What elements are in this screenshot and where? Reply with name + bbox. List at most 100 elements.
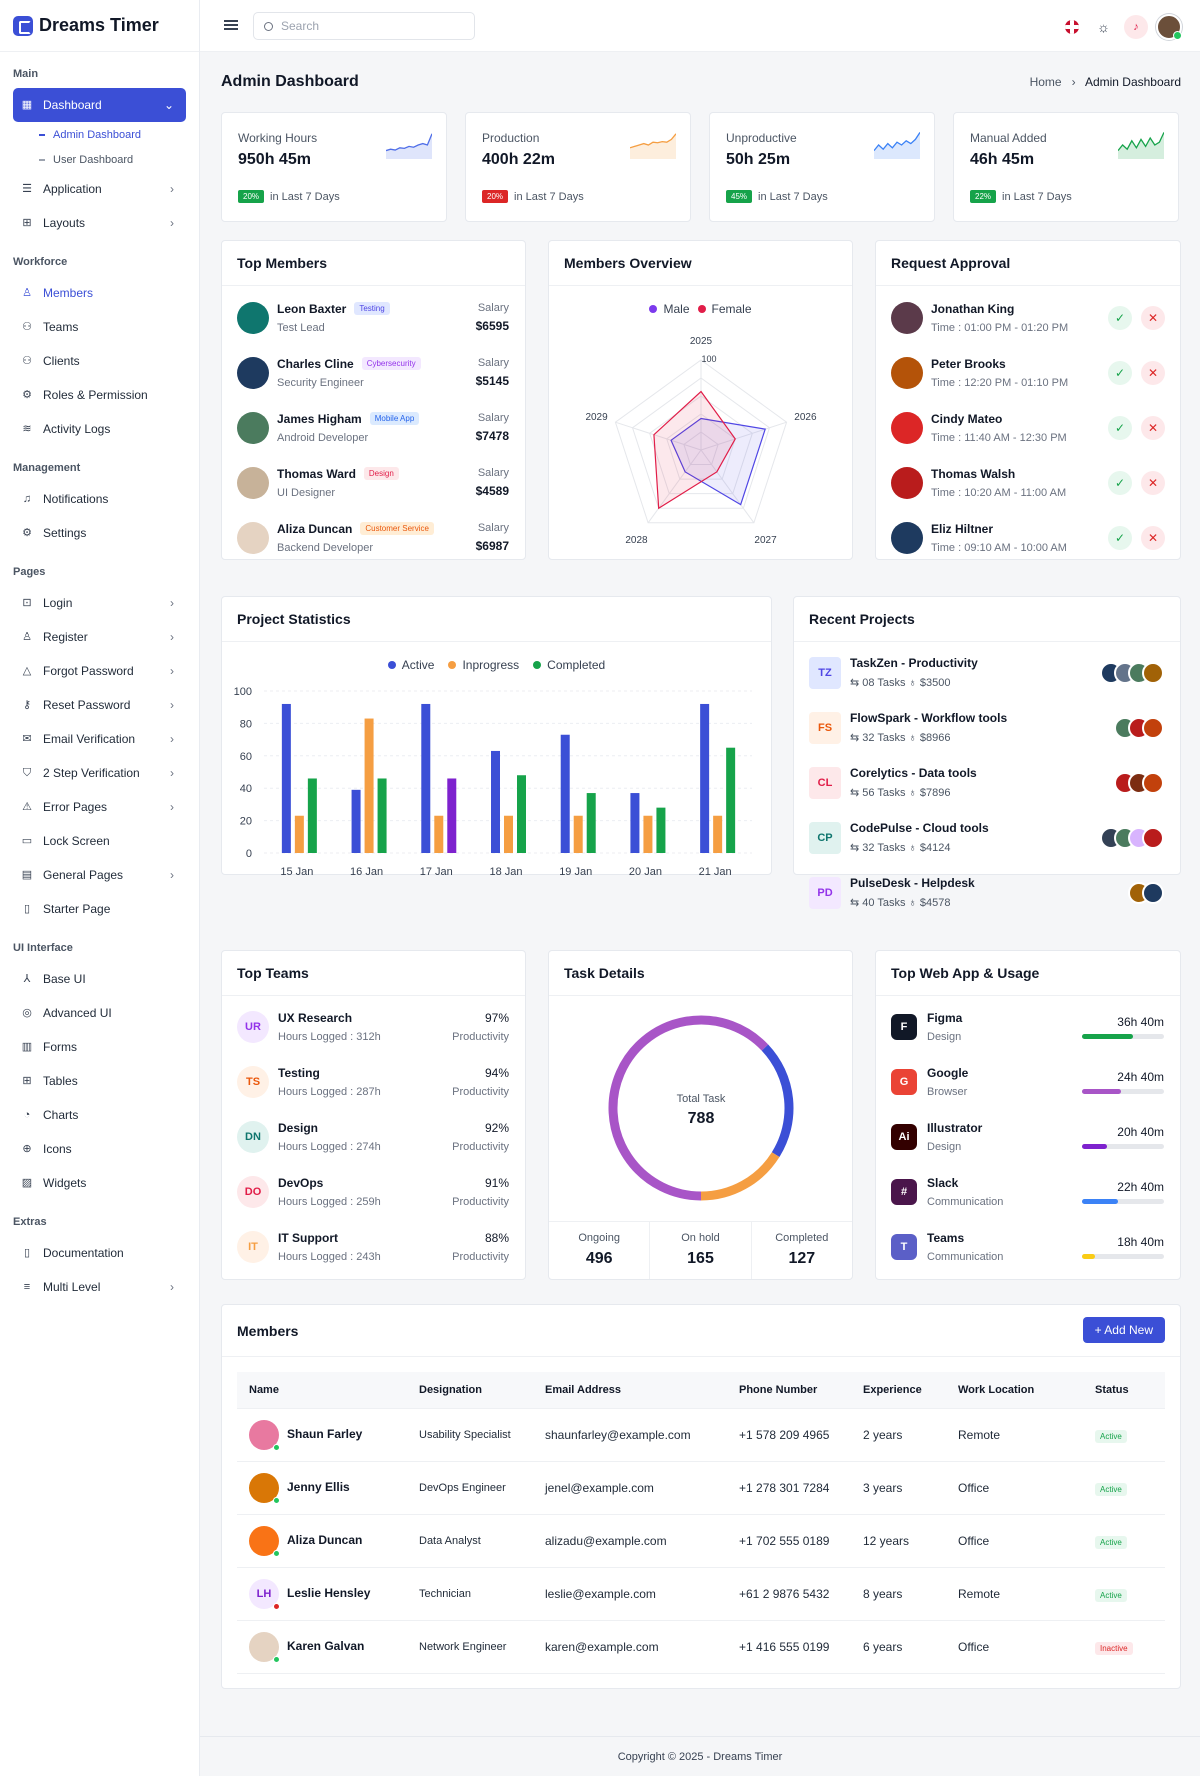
donut-center-value: 788 xyxy=(688,1110,715,1127)
member-tag: Design xyxy=(363,467,399,480)
table-header: Experience xyxy=(863,1372,958,1409)
member-row[interactable]: Aliza Duncan Customer Service Backend Deve… xyxy=(222,510,525,565)
menu-icon: ≡ xyxy=(23,1281,31,1293)
project-row[interactable]: CL Corelytics - Data tools ⇆ 56 Tasks ♁ $7… xyxy=(794,755,1180,810)
project-row[interactable]: CP CodePulse - Cloud tools ⇆ 32 Tasks ♁ $4… xyxy=(794,810,1180,865)
sidebar-item-base-ui[interactable]: ⅄ Base UI xyxy=(13,962,186,996)
reject-close-icon[interactable]: ✕ xyxy=(1141,360,1165,385)
sidebar-item-email-verification[interactable]: ✉ Email Verification › xyxy=(13,722,186,756)
team-row[interactable]: DO DevOps Hours Logged : 259h 91% Productivi… xyxy=(222,1164,525,1219)
web-app-row[interactable]: F Figma Design 36h 40m xyxy=(876,999,1180,1054)
brand-logo[interactable]: Dreams Timer xyxy=(0,0,199,52)
bar-inprogress xyxy=(573,815,583,853)
legend-label: Inprogress xyxy=(462,658,520,672)
project-statistics-card: Project Statistics Active Inprogress Compl… xyxy=(221,596,772,878)
sidebar-item-members[interactable]: ♙ Members xyxy=(13,276,186,310)
bar-completed xyxy=(307,778,317,853)
reject-close-icon[interactable]: ✕ xyxy=(1141,305,1165,330)
sidebar-item-advanced-ui[interactable]: ◎ Advanced UI xyxy=(13,996,186,1030)
sidebar-item-register[interactable]: ♙ Register › xyxy=(13,620,186,654)
member-name: Karen Galvan xyxy=(287,1638,365,1653)
sidebar-item-forgot-password[interactable]: △ Forgot Password › xyxy=(13,654,186,688)
approve-check-icon[interactable]: ✓ xyxy=(1108,305,1132,330)
sidebar-item-lock-screen[interactable]: ▭ Lock Screen xyxy=(13,824,186,858)
project-amount: $4578 xyxy=(919,897,951,909)
sidebar-item-layouts[interactable]: ⊞ Layouts › xyxy=(13,206,186,240)
table-row[interactable]: Jenny Ellis DevOps Engineer jenel@example.… xyxy=(237,1461,1165,1515)
web-app-row[interactable]: Ai Illustrator Design 20h 40m xyxy=(876,1109,1180,1164)
web-app-row[interactable]: G Google Browser 24h 40m xyxy=(876,1054,1180,1109)
sidebar-item-widgets[interactable]: ▨ Widgets xyxy=(13,1166,186,1200)
sidebar-item-clients[interactable]: ⚇ Clients xyxy=(13,344,186,378)
team-row[interactable]: TS Testing Hours Logged : 287h 94% Productiv… xyxy=(222,1054,525,1109)
sidebar-item-application[interactable]: ☰ Application › xyxy=(13,172,186,206)
reject-close-icon[interactable]: ✕ xyxy=(1141,525,1165,550)
sidebar-item-error-pages[interactable]: ⚠ Error Pages › xyxy=(13,790,186,824)
sidebar-item-settings[interactable]: ⚙ Settings xyxy=(13,516,186,550)
request-time: Time : 09:10 AM - 10:00 AM xyxy=(931,541,1067,554)
sidebar-subitem[interactable]: User Dashboard xyxy=(13,147,186,172)
table-row[interactable]: Aliza Duncan Data Analyst alizadu@example.… xyxy=(237,1514,1165,1568)
member-row[interactable]: Thomas Ward Design UI Designer Salary $4589 xyxy=(222,455,525,510)
table-row[interactable]: Shaun Farley Usability Specialist shaunfar… xyxy=(237,1408,1165,1462)
radar-series-female xyxy=(653,390,736,510)
breadcrumb-home[interactable]: Home xyxy=(1029,75,1062,89)
table-row[interactable]: Karen Galvan Network Engineer karen@exampl… xyxy=(237,1620,1165,1674)
sidebar-item-multi-level[interactable]: ≡ Multi Level › xyxy=(13,1270,186,1304)
flag-uk-icon[interactable] xyxy=(1065,20,1080,34)
project-row[interactable]: PD PulseDesk - Helpdesk ⇆ 40 Tasks ♁ $4578 xyxy=(794,865,1180,920)
project-row[interactable]: FS FlowSpark - Workflow tools ⇆ 32 Tasks ♁… xyxy=(794,700,1180,755)
sidebar-item-label: Multi Level xyxy=(43,1280,101,1294)
sidebar-item-notifications[interactable]: ♫ Notifications xyxy=(13,482,186,516)
menu-toggle-icon[interactable] xyxy=(224,20,238,30)
approve-check-icon[interactable]: ✓ xyxy=(1108,360,1132,385)
sidebar-item-teams[interactable]: ⚇ Teams xyxy=(13,310,186,344)
theme-sun-icon[interactable]: ☼ xyxy=(1097,19,1110,35)
sidebar-item-documentation[interactable]: ▯ Documentation xyxy=(13,1236,186,1270)
sidebar-item-icons[interactable]: ⊕ Icons xyxy=(13,1132,186,1166)
sidebar-item-general-pages[interactable]: ▤ General Pages › xyxy=(13,858,186,892)
approve-check-icon[interactable]: ✓ xyxy=(1108,415,1132,440)
sidebar-item-2-step-verification[interactable]: ⛉ 2 Step Verification › xyxy=(13,756,186,790)
table-row[interactable]: LH Leslie Hensley Technician leslie@example… xyxy=(237,1567,1165,1621)
add-new-button[interactable]: + Add New xyxy=(1082,1317,1165,1343)
members-table-title: Members xyxy=(222,1305,1180,1357)
sidebar-subitem[interactable]: Admin Dashboard xyxy=(13,122,186,147)
sidebar-item-activity-logs[interactable]: ≋ Activity Logs xyxy=(13,412,186,446)
stat-card: Working Hours 950h 45m 20% in Last 7 Days xyxy=(221,112,447,222)
web-app-row[interactable]: # Slack Communication 22h 40m xyxy=(876,1164,1180,1219)
sidebar-item-tables[interactable]: ⊞ Tables xyxy=(13,1064,186,1098)
team-row[interactable]: UR UX Research Hours Logged : 312h 97% Produ… xyxy=(222,999,525,1054)
sidebar-item-starter-page[interactable]: ▯ Starter Page xyxy=(13,892,186,926)
usage-bar-fill xyxy=(1082,1253,1096,1259)
reject-close-icon[interactable]: ✕ xyxy=(1141,415,1165,440)
legend-label: Female xyxy=(711,302,752,316)
notification-bell-icon[interactable]: ♪ xyxy=(1124,15,1148,39)
web-app-row[interactable]: T Teams Communication 18h 40m xyxy=(876,1219,1180,1274)
status-badge: Inactive xyxy=(1095,1641,1133,1655)
approve-check-icon[interactable]: ✓ xyxy=(1108,470,1132,495)
sidebar-item-forms[interactable]: ▥ Forms xyxy=(13,1030,186,1064)
sidebar-item-charts[interactable]: ◔ Charts xyxy=(13,1098,186,1132)
avatar xyxy=(1142,826,1164,849)
member-row[interactable]: Leon Baxter Testing Test Lead Salary $6595 xyxy=(222,290,525,345)
reject-close-icon[interactable]: ✕ xyxy=(1141,470,1165,495)
member-row[interactable]: James Higham Mobile App Android Developer S… xyxy=(222,400,525,455)
chevron-right-icon: › xyxy=(170,800,174,814)
project-row[interactable]: TZ TaskZen - Productivity ⇆ 08 Tasks ♁ $35… xyxy=(794,645,1180,700)
sidebar-item-reset-password[interactable]: ⚷ Reset Password › xyxy=(13,688,186,722)
team-row[interactable]: IT IT Support Hours Logged : 243h 88% Produc… xyxy=(222,1219,525,1274)
sidebar-item-roles-permission[interactable]: ⚙ Roles & Permission xyxy=(13,378,186,412)
radar-axis-label: 2026 xyxy=(794,412,817,423)
project-badge: TZ xyxy=(809,656,841,689)
sidebar-menu: Main ▦ Dashboard ⌄ Admin Dashboard User Dashb… xyxy=(0,68,199,1304)
search-input[interactable]: Search xyxy=(253,12,475,40)
member-row[interactable]: Charles Cline Cybersecurity Security Engin… xyxy=(222,345,525,400)
team-productivity-label: Productivity xyxy=(452,1085,509,1098)
table-icon: ⊞ xyxy=(22,1075,32,1087)
team-row[interactable]: DN Design Hours Logged : 274h 92% Productivi… xyxy=(222,1109,525,1164)
user-avatar[interactable] xyxy=(1156,14,1182,40)
approve-check-icon[interactable]: ✓ xyxy=(1108,525,1132,550)
sidebar-item-login[interactable]: ⊡ Login › xyxy=(13,586,186,620)
sidebar-item-dashboard[interactable]: ▦ Dashboard ⌄ xyxy=(13,88,186,122)
